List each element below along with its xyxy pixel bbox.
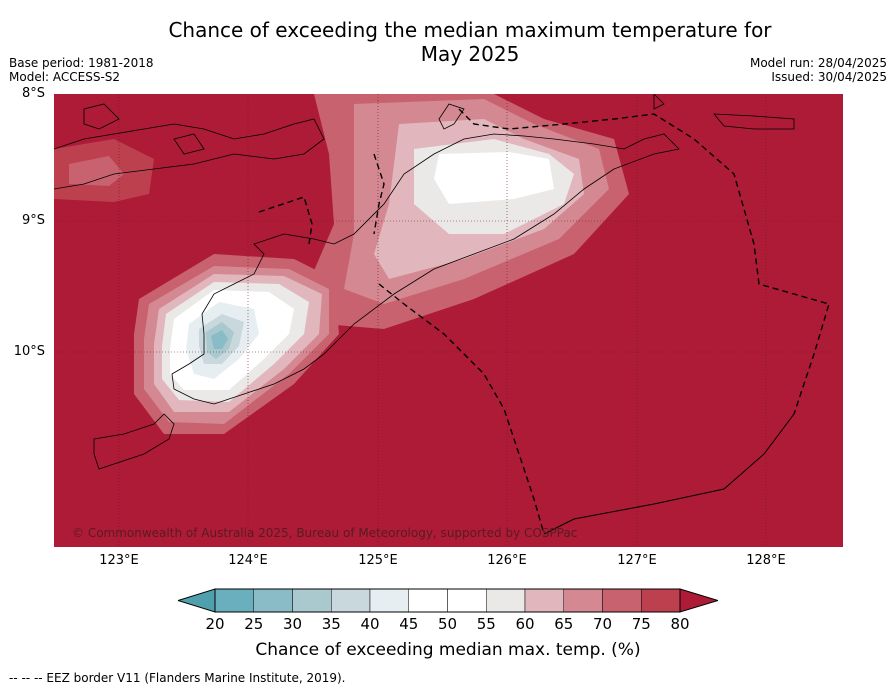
colorbar-segment: [486, 588, 526, 613]
eez-footnote: -- -- -- EEZ border V11 (Flanders Marine…: [9, 671, 346, 685]
lon-label-127e: 127°E: [617, 553, 657, 568]
colorbar-segment: [214, 588, 254, 613]
colorbar-tick-label: 30: [282, 615, 303, 633]
colorbar-tick-label: 75: [631, 615, 651, 633]
eez-border: [258, 108, 830, 535]
colorbar-tick-label: 60: [515, 615, 535, 633]
colorbar-tick-label: 70: [592, 615, 613, 633]
colorbar-segment: [408, 588, 448, 613]
lat-label-9s: 9°S: [21, 213, 45, 228]
colorbar-tick-label: 20: [205, 615, 225, 633]
colorbar: [178, 588, 718, 613]
meta-left: Base period: 1981-2018 Model: ACCESS-S2: [9, 56, 154, 84]
graticule: [54, 94, 843, 547]
map-title-line2: May 2025: [420, 42, 520, 66]
lon-label-124e: 124°E: [228, 553, 268, 568]
copyright-notice: © Commonwealth of Australia 2025, Bureau…: [72, 526, 578, 540]
colorbar-tick-label: 40: [360, 615, 380, 633]
colorbar-tick-label: 45: [399, 615, 419, 633]
model-run: Model run: 28/04/2025: [749, 56, 887, 70]
colorbar-segment: [253, 588, 293, 613]
colorbar-tick-label: 55: [476, 615, 496, 633]
colorbar-segment: [602, 588, 642, 613]
colorbar-extend-low: [178, 588, 216, 613]
colorbar-tick-label: 25: [244, 615, 264, 633]
lat-label-10s: 10°S: [13, 344, 45, 359]
base-period: Base period: 1981-2018: [9, 56, 154, 70]
eez-border-solid: [543, 413, 795, 535]
colorbar-segment: [369, 588, 409, 613]
lon-label-123e: 123°E: [99, 553, 139, 568]
colorbar-tick-label: 35: [321, 615, 341, 633]
model-name: Model: ACCESS-S2: [9, 70, 121, 84]
lon-label-126e: 126°E: [487, 553, 527, 568]
map-title: Chance of exceeding the median maximum t…: [0, 18, 896, 66]
meta-right: Model run: 28/04/2025 Issued: 30/04/2025: [750, 56, 887, 84]
colorbar-tick-label: 50: [437, 615, 458, 633]
map-title-line1: Chance of exceeding the median maximum t…: [168, 18, 772, 42]
colorbar-tick-label: 80: [670, 615, 690, 633]
colorbar-frame: [214, 588, 681, 613]
coastlines: [54, 94, 795, 470]
lon-label-128e: 128°E: [746, 553, 786, 568]
colorbar-segment: [563, 588, 603, 613]
lon-label-125e: 125°E: [358, 553, 398, 568]
colorbar-segment: [331, 588, 371, 613]
lat-label-8s: 8°S: [21, 86, 45, 101]
map-panel: [54, 94, 843, 547]
contour-upper-band: [54, 94, 629, 329]
colorbar-segment: [447, 588, 487, 613]
issued-date: Issued: 30/04/2025: [771, 70, 887, 84]
colorbar-segment: [641, 588, 681, 613]
colorbar-segment: [524, 588, 564, 613]
colorbar-tick-label: 65: [554, 615, 574, 633]
colorbar-segment: [292, 588, 332, 613]
colorbar-extend-high: [679, 588, 718, 613]
colorbar-label: Chance of exceeding median max. temp. (%…: [255, 640, 641, 660]
contour-sw-blob: [134, 254, 339, 434]
map-canvas: [54, 94, 843, 547]
